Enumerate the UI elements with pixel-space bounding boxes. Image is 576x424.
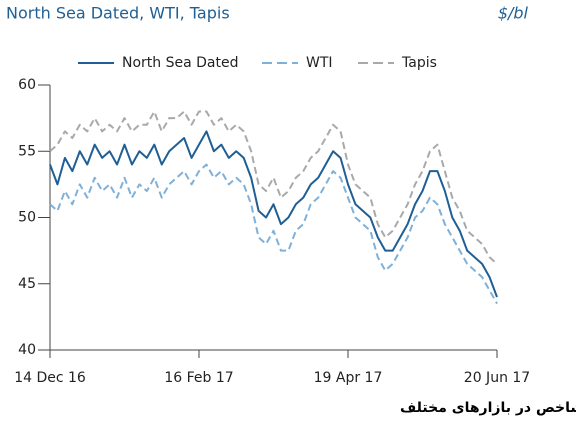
legend-label: Tapis [401,55,437,71]
x-tick-label: 16 Feb 17 [164,370,233,386]
caption: روند قیمت نفت خام های شاخص در بازارهای م… [400,400,576,416]
y-tick-label: 55 [18,143,36,159]
x-tick-label: 19 Apr 17 [314,370,383,386]
y-tick-label: 45 [18,276,36,292]
y-tick-label: 40 [18,342,36,358]
series-line [49,130,498,298]
x-tick-label: 14 Dec 16 [14,370,86,386]
x-tick-label: 20 Jun 17 [464,370,530,386]
legend-label: WTI [306,55,333,71]
chart-title: North Sea Dated, WTI, Tapis [6,4,230,23]
legend-label: North Sea Dated [122,55,238,71]
y-tick-label: 50 [18,210,36,226]
y-tick-label: 60 [18,77,36,93]
series-line [49,110,498,265]
series-line [49,163,498,305]
unit-label: $/bl [498,4,529,23]
